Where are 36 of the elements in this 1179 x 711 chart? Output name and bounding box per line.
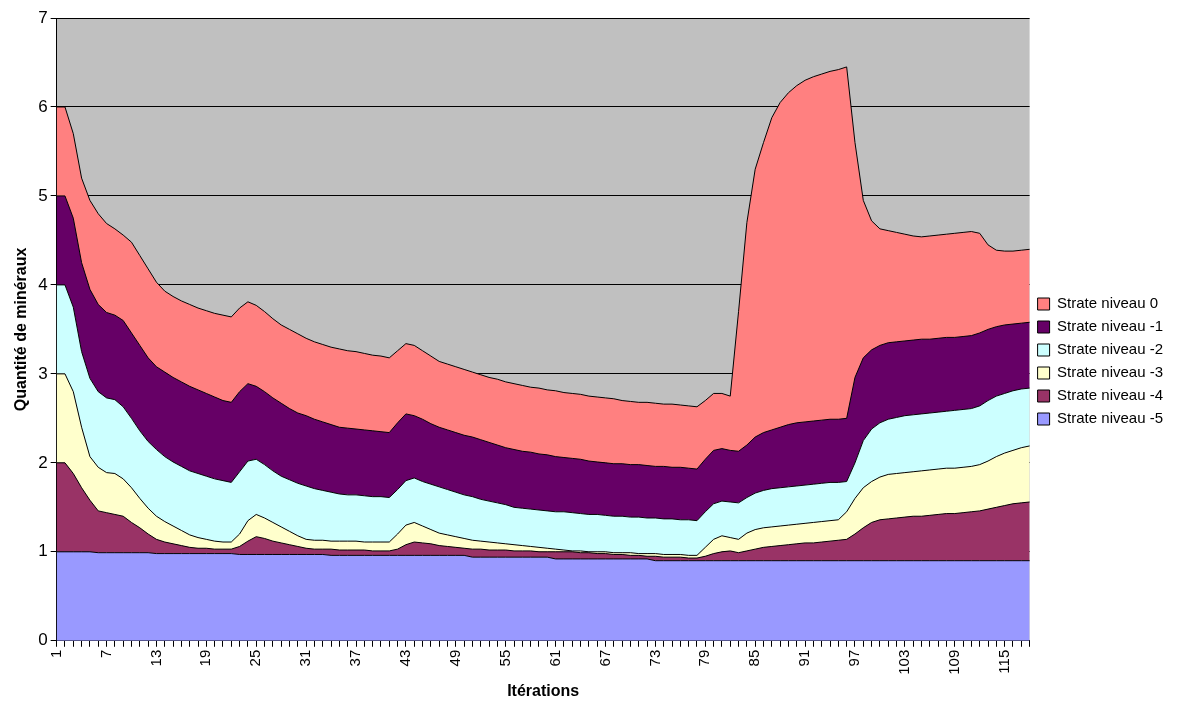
x-tick-label: 85 (745, 649, 763, 667)
x-tick-label: 7 (96, 649, 114, 659)
x-tick-label: 79 (695, 649, 713, 667)
x-tick-label: 19 (196, 649, 214, 667)
x-tick-label: 115 (994, 649, 1012, 674)
y-axis-title: Quantité de minéraux (12, 247, 30, 412)
legend-label: Strate niveau 0 (1057, 294, 1159, 312)
x-tick-label: 61 (545, 649, 563, 667)
x-tick-label: 13 (146, 649, 164, 667)
x-tick-label: 97 (845, 649, 863, 667)
x-tick-label: 31 (296, 649, 314, 667)
x-tick-label: 73 (645, 649, 663, 667)
x-tick-label: 67 (595, 649, 613, 667)
x-tick-label: 91 (795, 649, 813, 667)
y-tick-label: 0 (38, 630, 48, 650)
x-tick-label: 1 (46, 649, 64, 659)
x-axis-title: Itérations (507, 681, 580, 699)
y-tick-label: 7 (38, 7, 48, 27)
y-tick-label: 4 (38, 274, 48, 294)
x-tick-label: 25 (246, 649, 264, 667)
legend-label: Strate niveau -5 (1057, 409, 1164, 427)
x-tick-label: 49 (445, 649, 463, 667)
y-tick-label: 1 (38, 541, 48, 561)
x-tick-label: 109 (944, 649, 962, 675)
x-tick-label: 55 (495, 649, 513, 667)
legend-label: Strate niveau -1 (1057, 317, 1164, 335)
legend-label: Strate niveau -2 (1057, 340, 1164, 358)
x-tick-label: 37 (346, 649, 364, 667)
legend-label: Strate niveau -3 (1057, 363, 1164, 381)
y-tick-label: 5 (38, 185, 48, 205)
y-tick-label: 3 (38, 363, 48, 383)
x-tick-label: 43 (396, 649, 414, 667)
legend-label: Strate niveau -4 (1057, 386, 1164, 404)
y-tick-label: 2 (38, 452, 48, 472)
y-tick-label: 6 (38, 96, 48, 116)
x-tick-label: 103 (895, 649, 913, 675)
